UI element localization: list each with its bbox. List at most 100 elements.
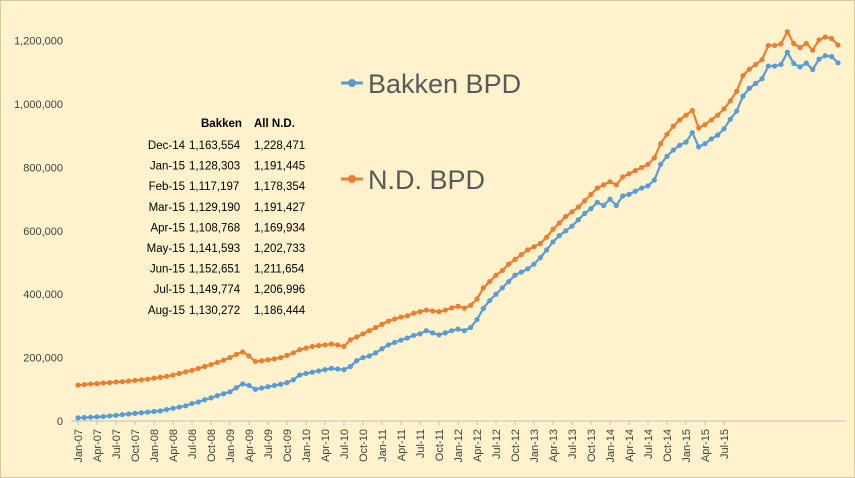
data-point [252, 386, 258, 392]
data-point [506, 261, 512, 267]
data-point [322, 367, 328, 373]
data-point [309, 369, 315, 375]
data-point [138, 410, 144, 416]
data-point [303, 345, 309, 351]
x-tick-label: Apr-14 [624, 429, 636, 462]
data-point [582, 198, 588, 204]
data-point [75, 415, 81, 421]
x-tick-label: Jan-15 [681, 429, 693, 463]
table-cell: 1,191,445 [254, 161, 305, 173]
y-tick-label: 0 [57, 416, 63, 428]
data-point [525, 247, 531, 253]
table-cell: 1,202,733 [254, 243, 305, 255]
table-row: Jun-15 1,152,651 1,211,654 [150, 264, 305, 276]
data-point [721, 126, 727, 132]
data-point [360, 331, 366, 337]
x-tick-label: Jan-14 [605, 429, 617, 463]
data-point [214, 359, 220, 365]
x-tick-label: Apr-10 [320, 429, 332, 462]
data-point [322, 342, 328, 348]
x-tick-label: Oct-09 [282, 429, 294, 462]
data-point [176, 404, 182, 410]
data-point [151, 408, 157, 415]
data-point [227, 355, 233, 361]
data-point [575, 217, 581, 223]
data-point [518, 252, 524, 258]
data-point [658, 161, 664, 167]
x-tick-labels: Jan-07 Apr-07 Jul-07 Oct-07 Jan-08 Apr-08 Jul-… [73, 429, 731, 463]
data-point [151, 375, 157, 381]
data-point [404, 335, 410, 341]
data-point [335, 366, 341, 372]
data-point [594, 185, 600, 191]
data-point [702, 141, 708, 147]
x-tick-label: Jan-08 [149, 429, 161, 463]
data-point [442, 330, 448, 336]
data-point [81, 414, 87, 421]
data-point [379, 321, 385, 327]
data-point [189, 367, 195, 373]
legend-label: N.D. BPD [368, 165, 485, 195]
data-point [765, 63, 771, 69]
data-point [278, 355, 284, 361]
data-point [544, 247, 550, 253]
data-point [550, 226, 556, 232]
data-point [94, 414, 100, 420]
data-point [480, 285, 486, 291]
x-tick-label: Apr-09 [244, 429, 256, 462]
data-point [183, 369, 189, 375]
data-point [493, 291, 499, 297]
data-point [436, 309, 442, 315]
table-cell: Aug-15 [148, 305, 185, 317]
data-point [784, 29, 790, 35]
data-point [259, 385, 265, 391]
x-tick-label: Jul-12 [491, 429, 503, 459]
data-point [753, 80, 759, 87]
data-point [816, 56, 822, 62]
table-header: Bakken [201, 118, 242, 130]
data-point [683, 112, 689, 118]
data-point [132, 410, 138, 416]
table-row: Feb-15 1,117,197 1,178,354 [149, 181, 306, 193]
data-point [468, 324, 474, 331]
data-point [119, 379, 125, 385]
data-point [297, 372, 303, 378]
table-cell: Jan-15 [150, 161, 185, 173]
data-point [170, 405, 176, 411]
data-point [746, 66, 752, 72]
axes [71, 420, 846, 425]
data-point [233, 385, 239, 391]
y-tick-label: 800,000 [23, 162, 63, 174]
data-point [632, 168, 638, 174]
table-cell: Feb-15 [149, 181, 185, 193]
data-point [195, 365, 201, 371]
data-point [75, 382, 81, 388]
table-cell: 1,129,190 [189, 202, 240, 214]
data-point [499, 267, 505, 274]
data-point [354, 334, 360, 340]
table-cell: 1,108,768 [189, 222, 240, 234]
data-point [727, 98, 733, 104]
table-cell: 1,228,471 [254, 140, 305, 152]
data-point [398, 314, 404, 320]
data-point [677, 142, 683, 148]
data-point [423, 307, 429, 313]
data-point [309, 343, 315, 350]
table-row: Aug-15 1,130,272 1,186,444 [148, 305, 306, 317]
data-point [461, 328, 467, 334]
data-point [563, 228, 569, 234]
data-point [227, 389, 233, 395]
data-point [537, 240, 543, 247]
data-point [271, 382, 277, 389]
data-point [164, 373, 170, 379]
x-tick-label: Oct-13 [586, 429, 598, 462]
data-point [810, 47, 816, 53]
data-point [607, 196, 613, 202]
data-point [176, 370, 182, 377]
data-point [202, 397, 208, 403]
table-cell: 1,211,654 [254, 264, 305, 276]
table-cell: May-15 [147, 243, 185, 255]
data-point [240, 381, 246, 387]
data-point [569, 209, 575, 215]
data-point [784, 49, 790, 55]
